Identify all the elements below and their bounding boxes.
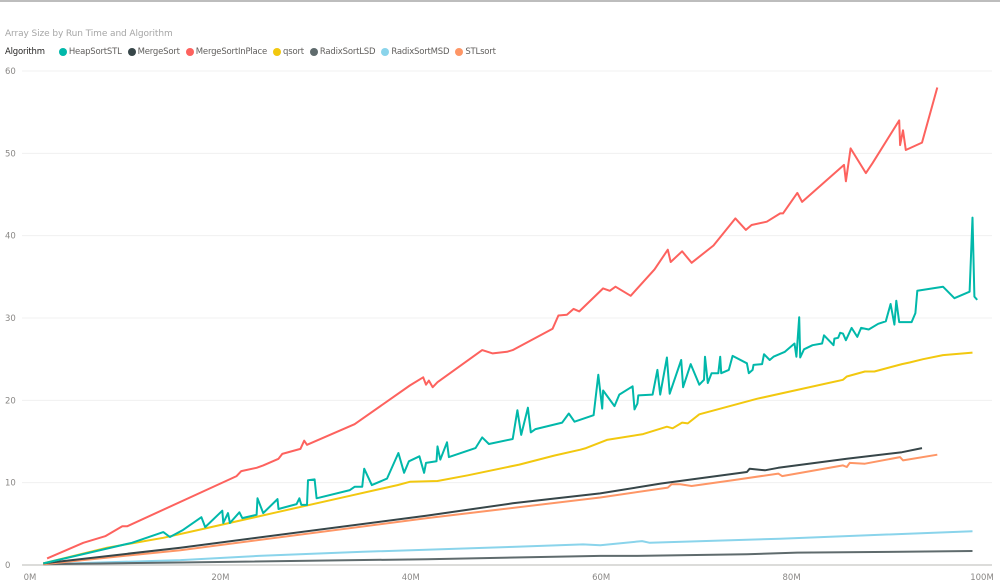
legend-title: Algorithm [5, 47, 45, 57]
legend-dot-icon [381, 48, 390, 56]
legend-item-radixsortmsd[interactable]: RadixSortMSD [381, 47, 450, 57]
series-line-stlsort[interactable] [43, 453, 938, 566]
series-line-qsort[interactable] [43, 351, 973, 565]
top-border [0, 0, 1000, 2]
legend-dot-icon [58, 48, 67, 56]
legend-item-heapsortstl[interactable]: HeapSortSTL [58, 47, 122, 57]
series-lines [43, 87, 978, 566]
legend-label: MergeSortInPlace [195, 47, 268, 57]
legend-label: RadixSortLSD [319, 47, 376, 57]
legend-dot-icon [127, 48, 136, 56]
gridlines [22, 70, 992, 566]
y-axis: 0 10 20 30 40 50 60 [5, 67, 16, 571]
series-line-heapsortstl[interactable] [43, 216, 978, 565]
x-tick-label: 0M [24, 573, 37, 583]
legend-label: qsort [283, 47, 304, 57]
y-tick-label: 0 [5, 561, 10, 571]
series-line-mergesort[interactable] [43, 447, 923, 565]
legend-dot-icon [185, 48, 194, 56]
legend-dot-icon [455, 48, 464, 56]
y-tick-label: 20 [5, 396, 16, 406]
legend-dot-icon [309, 48, 318, 56]
chart-title: Array Size by Run Time and Algorithm [5, 29, 173, 39]
series-line-mergesortinplace[interactable] [46, 87, 939, 560]
x-tick-label: 40M [402, 573, 420, 583]
y-tick-label: 50 [5, 149, 16, 159]
legend-label: STLsort [465, 47, 496, 57]
x-tick-label: 100M [970, 573, 994, 583]
legend-dot-icon [273, 48, 282, 56]
x-tick-label: 80M [783, 573, 801, 583]
x-axis: 0M 20M 40M 60M 80M 100M [24, 573, 994, 583]
legend: Algorithm HeapSortSTL MergeSort MergeSortI… [5, 47, 502, 57]
x-tick-label: 20M [211, 573, 229, 583]
legend-item-stlsort[interactable]: STLsort [455, 47, 496, 57]
legend-item-mergesortinplace[interactable]: MergeSortInPlace [185, 47, 268, 57]
legend-item-qsort[interactable]: qsort [273, 47, 304, 57]
x-tick-label: 60M [592, 573, 610, 583]
y-tick-label: 40 [5, 232, 16, 242]
series-line-radixsortlsd[interactable] [43, 550, 973, 566]
legend-item-radixsortlsd[interactable]: RadixSortLSD [309, 47, 376, 57]
y-tick-label: 30 [5, 314, 16, 324]
y-tick-label: 10 [5, 479, 16, 489]
legend-item-mergesort[interactable]: MergeSort [127, 47, 180, 57]
y-tick-label: 60 [5, 67, 16, 77]
legend-label: HeapSortSTL [68, 47, 122, 57]
legend-label: RadixSortMSD [391, 47, 450, 57]
legend-label: MergeSort [137, 47, 180, 57]
series-line-radixsortmsd[interactable] [43, 530, 973, 566]
